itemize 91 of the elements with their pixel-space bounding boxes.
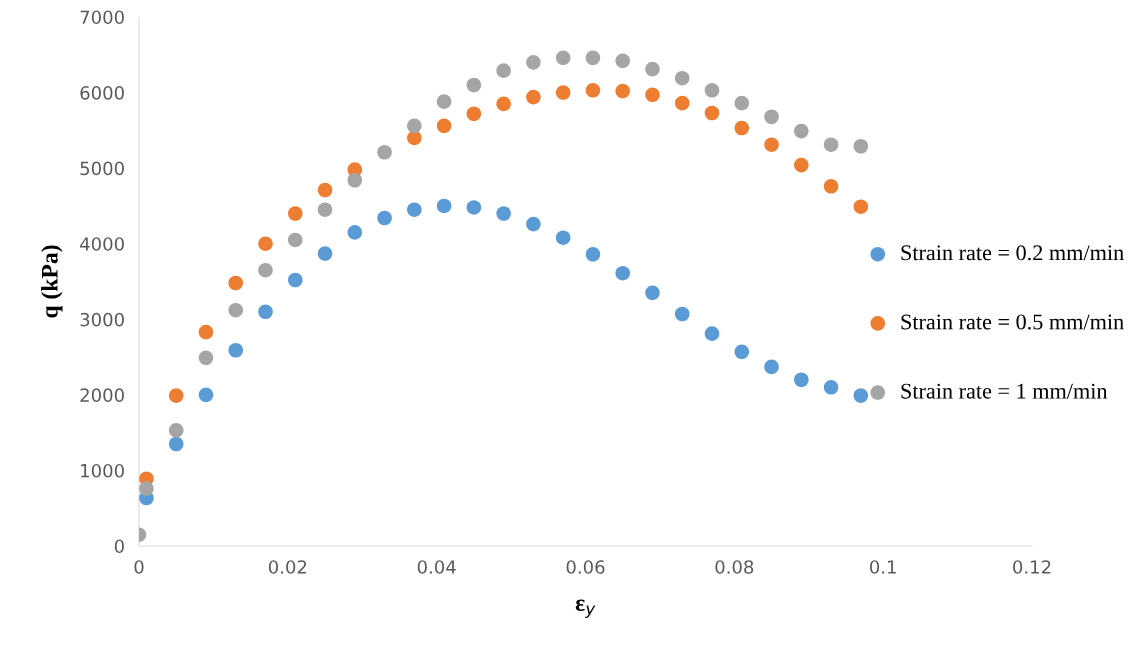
point	[198, 387, 214, 403]
y-tick-label: 1000	[81, 463, 124, 478]
point	[704, 326, 720, 341]
point	[794, 372, 809, 388]
point	[615, 53, 630, 69]
point	[377, 210, 392, 226]
point	[853, 138, 869, 154]
point	[526, 89, 541, 105]
x-tick-label: 0.02	[268, 560, 307, 574]
point	[764, 137, 779, 152]
point	[823, 179, 839, 194]
y-tick-label: 2000	[80, 388, 124, 402]
x-tick-label: 0.12	[1013, 560, 1051, 574]
point	[764, 109, 779, 125]
point	[228, 342, 244, 358]
point	[526, 216, 541, 232]
point	[198, 350, 214, 366]
point	[674, 306, 690, 322]
point	[585, 50, 601, 66]
point	[287, 232, 303, 248]
point	[645, 61, 660, 77]
point	[496, 63, 511, 78]
point	[674, 95, 690, 111]
point	[853, 199, 869, 214]
point	[168, 388, 184, 403]
point	[407, 118, 422, 134]
point	[466, 106, 482, 122]
point	[496, 206, 511, 221]
point	[555, 50, 571, 66]
x-tick-label: 0.1	[870, 560, 896, 574]
legend-label: Strain rate = 0.5 mm/min	[901, 314, 1124, 330]
point	[704, 83, 720, 98]
point	[853, 388, 869, 403]
y-tick-label: 6000	[80, 86, 124, 100]
point	[317, 202, 333, 217]
legend-label: Strain rate = 1 mm/min	[901, 383, 1108, 399]
point	[377, 144, 392, 160]
point	[436, 198, 452, 214]
point	[466, 200, 482, 215]
point	[645, 87, 660, 103]
point	[794, 123, 809, 139]
point	[645, 285, 660, 301]
y-tick-label: 5000	[80, 161, 124, 176]
point	[317, 182, 333, 198]
point	[317, 246, 333, 261]
point	[764, 359, 779, 375]
point	[674, 70, 690, 86]
point	[734, 95, 750, 111]
point	[407, 202, 422, 217]
point	[555, 85, 571, 100]
point	[407, 130, 422, 146]
point	[168, 436, 184, 452]
x-tick-label: 0.04	[417, 560, 456, 574]
point	[436, 118, 452, 134]
y-axis-title: q (kPa)	[41, 245, 63, 318]
point	[347, 225, 363, 240]
legend-label: Strain rate = 0.2 mm/min	[901, 245, 1124, 261]
y-tick-label: 4000	[80, 237, 124, 251]
y-tick-label: 7000	[80, 10, 124, 25]
point	[585, 247, 601, 262]
x-tick-label: 0.08	[715, 560, 754, 574]
point	[139, 481, 154, 496]
point	[823, 380, 839, 395]
point	[436, 94, 452, 109]
point	[615, 265, 630, 281]
point	[258, 262, 273, 278]
point	[287, 272, 303, 288]
point	[347, 172, 363, 188]
point	[287, 206, 303, 221]
point	[823, 137, 839, 152]
y-tick-label: 0	[114, 539, 124, 554]
point	[704, 105, 720, 121]
point	[585, 83, 601, 98]
point	[615, 83, 630, 99]
x-tick-label: 0.06	[566, 560, 605, 574]
point	[228, 275, 244, 291]
y-tick-label: 3000	[80, 312, 124, 327]
point	[526, 55, 541, 70]
point	[258, 304, 273, 320]
point	[198, 324, 214, 340]
point	[168, 423, 184, 438]
point	[734, 344, 750, 360]
x-axis-title: ε$_{y}$	[575, 599, 596, 619]
point	[258, 236, 273, 251]
point	[555, 230, 571, 245]
x-tick-label: 0	[134, 560, 144, 574]
point	[228, 302, 244, 318]
point	[734, 120, 750, 136]
point	[466, 77, 482, 93]
point	[496, 96, 511, 112]
point	[794, 157, 809, 173]
